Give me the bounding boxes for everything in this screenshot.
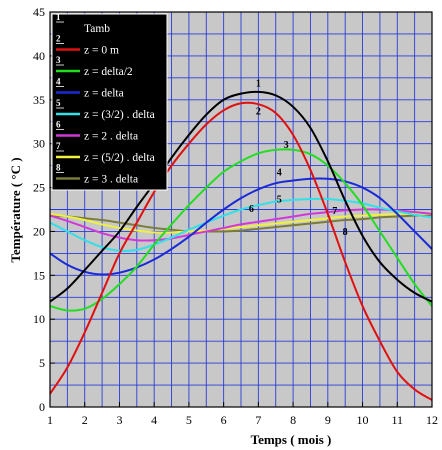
curve-label-8: 8 [343,227,348,238]
x-tick-label: 8 [290,413,296,427]
series-line-3 [49,148,433,312]
curve-label-1: 1 [256,79,261,90]
legend-label-1: Tamb [84,23,110,35]
curve-label-3: 3 [284,140,289,151]
y-tick-label: 25 [33,181,45,195]
y-tick-label: 30 [33,137,45,151]
curve-label-5: 5 [277,194,282,205]
curve-label-6: 6 [249,204,254,215]
curve-label-2: 2 [256,107,261,118]
y-tick-label: 45 [33,5,45,19]
x-axis-title: Temps ( mois ) [251,432,332,447]
legend-number-8: 8 [56,163,61,173]
legend-label-3: z = delta/2 [84,66,133,78]
series-line-7 [49,212,432,234]
series-line-1 [49,90,433,303]
y-tick-label: 5 [39,356,45,370]
curve-label-7: 7 [332,206,337,217]
y-tick-label: 20 [33,224,45,238]
series-layer [49,90,433,401]
x-tick-label: 12 [426,413,438,427]
x-tick-label: 5 [186,413,192,427]
plot-frame [49,11,433,408]
x-tick-label: 2 [82,413,88,427]
legend-label-4: z = delta [84,88,124,100]
x-tick-label: 4 [151,413,157,427]
series-line-2 [49,101,433,401]
legend-number-5: 5 [56,98,61,108]
x-tick-label: 11 [391,413,403,427]
series-line-4 [49,177,433,276]
legend-number-4: 4 [56,77,61,87]
legend-box [51,13,168,191]
legend-label-2: z = 0 m [84,45,119,57]
legend-number-2: 2 [56,34,61,44]
legend-number-3: 3 [56,55,61,65]
y-tick-label: 15 [33,268,45,282]
x-tick-label: 7 [255,413,261,427]
x-tick-label: 1 [47,413,53,427]
x-tick-label: 10 [357,413,369,427]
series-line-8 [49,213,433,233]
legend-number-6: 6 [56,120,61,130]
legend-label-5: z = (3/2) . delta [84,109,155,121]
y-tick-label: 35 [33,93,45,107]
x-tick-label: 6 [221,413,227,427]
y-tick-label: 0 [39,400,45,414]
legend-number-7: 7 [56,141,61,151]
y-tick-label: 10 [33,312,45,326]
curve-labels: 1 2 3 4 5 6 78 [249,79,348,238]
legend-number-1: 1 [56,12,61,22]
legend-label-8: z = 3 . delta [84,174,138,186]
x-tick-label: 3 [116,413,122,427]
y-axis-title: Température ( °C ) [8,157,23,262]
curve-label-4: 4 [277,167,282,178]
y-tick-label: 40 [33,49,45,63]
legend-label-7: z = (5/2) . delta [84,152,155,164]
series-line-5 [49,197,433,252]
x-tick-label: 9 [325,413,331,427]
legend-label-6: z = 2 . delta [84,131,138,143]
legend: 1 Tamb 2 z = 0 m 3 z = delta/2 4 z = delta 5 z = … [51,12,168,191]
